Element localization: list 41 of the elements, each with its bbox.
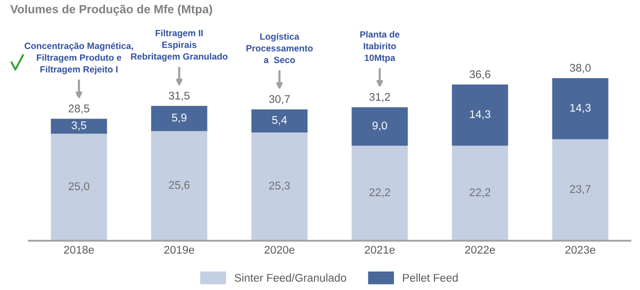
data-label: 9,0 [372,122,388,131]
bar [452,146,508,241]
legend-label: Sinter Feed/Granulado [234,274,346,282]
data-label: 22,2 [470,188,490,198]
data-label: 25,3 [269,182,290,191]
x-tick-label: 2023e [565,246,596,254]
data-label: 23,7 [570,185,591,194]
total-label: 36,6 [470,70,490,80]
total-label: 31,2 [369,92,390,102]
data-label: 5,4 [272,116,287,126]
bar [251,109,308,132]
total-label: 30,7 [269,95,290,104]
bar [251,132,308,241]
bar [552,78,608,140]
bar [352,107,408,146]
data-label: 14,3 [470,110,490,120]
bar [151,106,208,132]
data-label: 25,0 [68,182,90,192]
text: Logística Processamento a Seco [246,33,313,64]
total-label: 31,5 [168,92,190,101]
bar [552,139,608,241]
x-tick-label: 2020e [264,246,294,254]
legend-label: Pellet Feed [403,274,458,282]
bar [151,131,208,241]
x-tick-label: 2018e [64,246,94,254]
total-label: 28,5 [68,104,90,114]
x-tick-label: 2021e [364,246,395,254]
bar [50,118,108,134]
data-label: 5,9 [172,114,186,123]
x-tick-label: 2022e [465,246,495,254]
x-tick-label: 2019e [164,246,194,254]
total-label: 38,0 [570,64,591,74]
data-label: 22,2 [369,188,390,198]
data-label: 3,5 [72,121,86,131]
bar [50,134,108,241]
bar [352,146,408,241]
bar [452,84,508,146]
data-label: 14,3 [570,104,591,114]
chart-title: Volumes de Produção de Mfe (Mtpa) [10,4,212,16]
text: Planta de Itabirito 10Mtpa [360,30,400,63]
data-label: 25,6 [168,181,190,190]
